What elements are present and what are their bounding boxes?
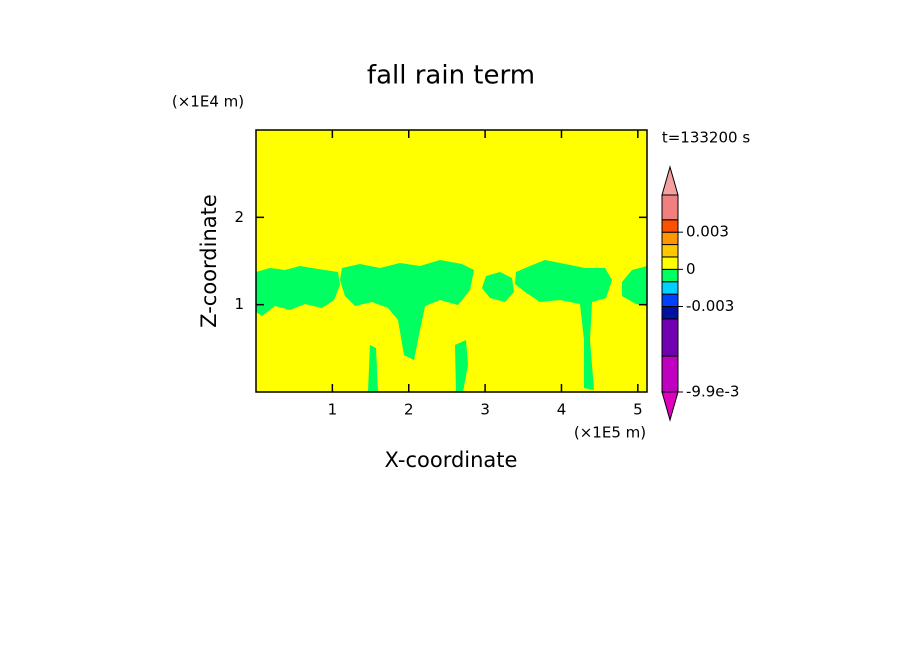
y-tick-label: 1 (234, 295, 244, 313)
colorbar-segment (661, 281, 679, 295)
colorbar-tick-label: -0.003 (686, 297, 734, 315)
colorbar-under (661, 391, 679, 422)
x-tick-label: 1 (328, 401, 338, 419)
field-region (482, 272, 514, 302)
chart-title: fall rain term (367, 61, 535, 91)
colorbar-segment (661, 318, 679, 357)
y-tick-label: 2 (234, 208, 244, 226)
x-tick-label: 4 (557, 401, 567, 419)
plot-frame (255, 129, 648, 393)
colorbar-segment (661, 306, 679, 320)
colorbar-segment (661, 293, 679, 308)
colorbar-segment (661, 256, 679, 270)
field-region (455, 340, 468, 392)
field-region (340, 260, 474, 360)
x-axis-label: X-coordinate (385, 448, 518, 472)
colorbar-segment (661, 219, 679, 233)
time-label: t=133200 s (662, 129, 750, 147)
colorbar-segment (661, 268, 679, 283)
x-tick-label: 5 (633, 401, 643, 419)
colorbar-segment (661, 244, 679, 258)
y-unit: (×1E4 m) (172, 93, 244, 111)
contour-field (256, 130, 647, 392)
x-tick-label: 2 (404, 401, 414, 419)
x-unit: (×1E5 m) (574, 424, 646, 442)
x-tick-label: 3 (480, 401, 490, 419)
field-region (622, 266, 647, 306)
colorbar-tick-label: 0.003 (686, 223, 729, 241)
colorbar-segment (661, 231, 679, 246)
y-axis-label: Z-coordinate (197, 194, 221, 328)
colorbar-segment (661, 194, 679, 221)
colorbar-tick-label: 0 (686, 260, 696, 278)
field-background (256, 130, 647, 392)
field-region (515, 260, 612, 390)
colorbar-tick-label: -9.9e-3 (686, 383, 739, 401)
field-region (368, 345, 378, 392)
colorbar-over (661, 165, 679, 196)
colorbar-segment (661, 355, 679, 393)
field-region (256, 266, 340, 316)
